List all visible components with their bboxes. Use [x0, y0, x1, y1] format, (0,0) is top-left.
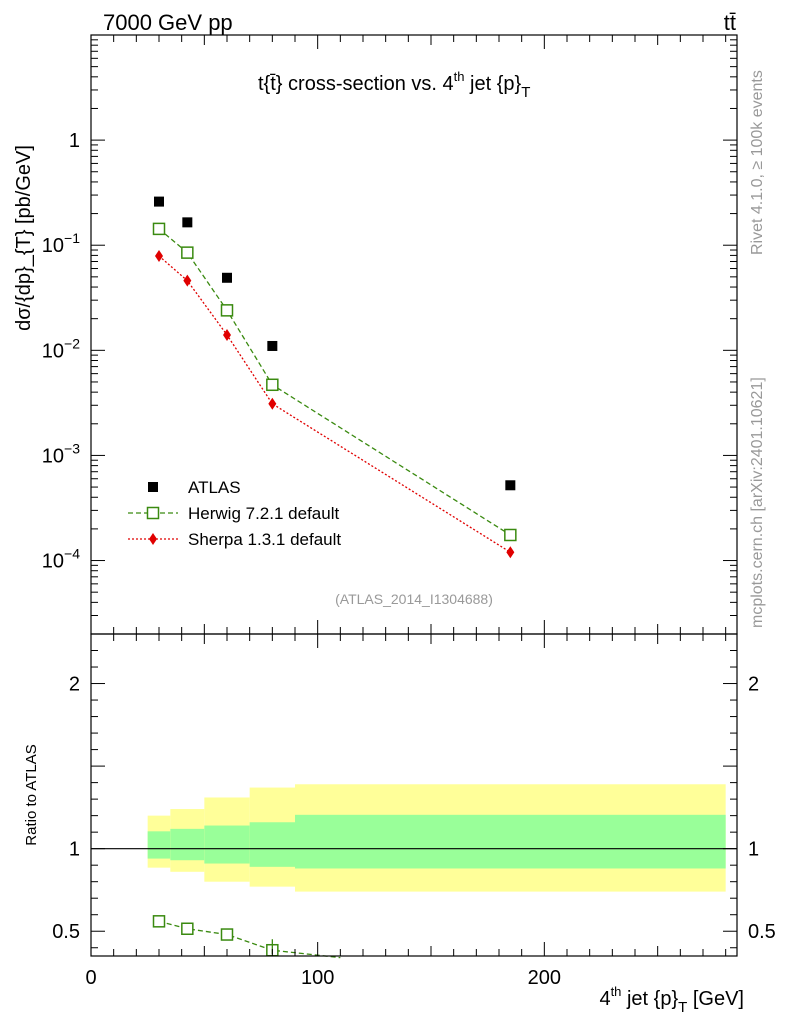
ratio-ytick-label-left: 0.5	[52, 921, 80, 943]
main-ytick-label: 1	[69, 130, 80, 152]
energy-label: 7000 GeV pp	[103, 10, 233, 35]
herwig-point	[220, 304, 234, 317]
ratio-herwig-point	[152, 915, 166, 928]
main-ytick-label: 10−1	[42, 230, 80, 257]
main-ylabel: dσ/{dp}_{T} [pb/GeV]	[13, 145, 35, 331]
ratio-xtick-label: 200	[528, 967, 561, 989]
herwig-point	[504, 528, 517, 542]
sherpa-point	[268, 397, 277, 410]
mcplots-label: mcplots.cern.ch [arXiv:2401.10621]	[749, 377, 766, 628]
main-ytick-label: 10−4	[42, 546, 80, 573]
atlas-point	[505, 480, 516, 491]
ratio-bands	[147, 784, 726, 892]
atlas-point	[267, 340, 278, 351]
ratio-ylabel: Ratio to ATLAS	[23, 744, 40, 845]
ratio-ytick-label-left: 2	[69, 674, 80, 696]
process-label: tt̄	[724, 10, 736, 35]
ratio-xtick-label: 0	[85, 967, 96, 989]
ratio-band-inner	[204, 825, 250, 864]
ratio-ytick-label-left: 1	[69, 839, 80, 861]
main-ytick-label: 10−3	[42, 440, 80, 467]
main-panel: t{t̄} cross-section vs. 4th jet {p}T dσ/…	[13, 34, 738, 635]
legend-label: Herwig 7.2.1 default	[188, 504, 339, 523]
sherpa-point	[155, 249, 163, 262]
ratio-ticks: 0 100 200 0.5 0.5 1 1 2 2	[52, 634, 776, 989]
herwig-point	[266, 378, 279, 392]
ratio-band-inner	[170, 828, 205, 861]
legend-sherpa-marker	[149, 533, 157, 545]
herwig-point	[181, 246, 194, 259]
analysis-tag: (ATLAS_2014_I1304688)	[335, 591, 493, 607]
ratio-band-inner	[295, 814, 726, 869]
sherpa-point	[183, 274, 192, 287]
main-ticks: 1 10−1 10−2 10−3 10−4	[42, 34, 737, 635]
legend-label: Sherpa 1.3.1 default	[188, 530, 341, 549]
legend-atlas-marker	[148, 482, 158, 492]
ratio-frame	[90, 633, 738, 957]
ratio-herwig-point	[181, 922, 194, 936]
main-series	[152, 196, 517, 559]
legend: ATLAS Herwig 7.2.1 default Sherpa 1.3.1 de…	[128, 478, 341, 549]
ratio-ytick-label-right: 0.5	[748, 921, 776, 943]
sherpa-point	[223, 328, 231, 341]
ratio-band-inner	[147, 831, 171, 859]
atlas-point	[222, 272, 232, 283]
atlas-point	[182, 217, 193, 228]
sherpa-point	[506, 546, 515, 559]
main-title: t{t̄} cross-section vs. 4th jet {p}T	[258, 69, 530, 101]
ratio-herwig-point	[220, 928, 234, 941]
herwig-point	[152, 222, 166, 236]
ratio-ytick-label-right: 1	[748, 839, 759, 861]
main-ytick-label: 10−2	[42, 335, 80, 362]
ratio-panel: 0 100 200 0.5 0.5 1 1 2 2 Ratio to ATLAS 4th jet…	[23, 633, 776, 1016]
ratio-band-inner	[249, 822, 295, 867]
ratio-ytick-label-right: 2	[748, 674, 759, 696]
ratio-xtick-label: 100	[301, 967, 334, 989]
legend-label: ATLAS	[188, 478, 241, 497]
legend-herwig-marker	[146, 506, 160, 520]
ratio-xlabel: 4th jet {p}T [GeV]	[599, 984, 744, 1016]
rivet-label: Rivet 4.1.0, ≥ 100k events	[749, 70, 766, 255]
atlas-point	[154, 196, 164, 207]
